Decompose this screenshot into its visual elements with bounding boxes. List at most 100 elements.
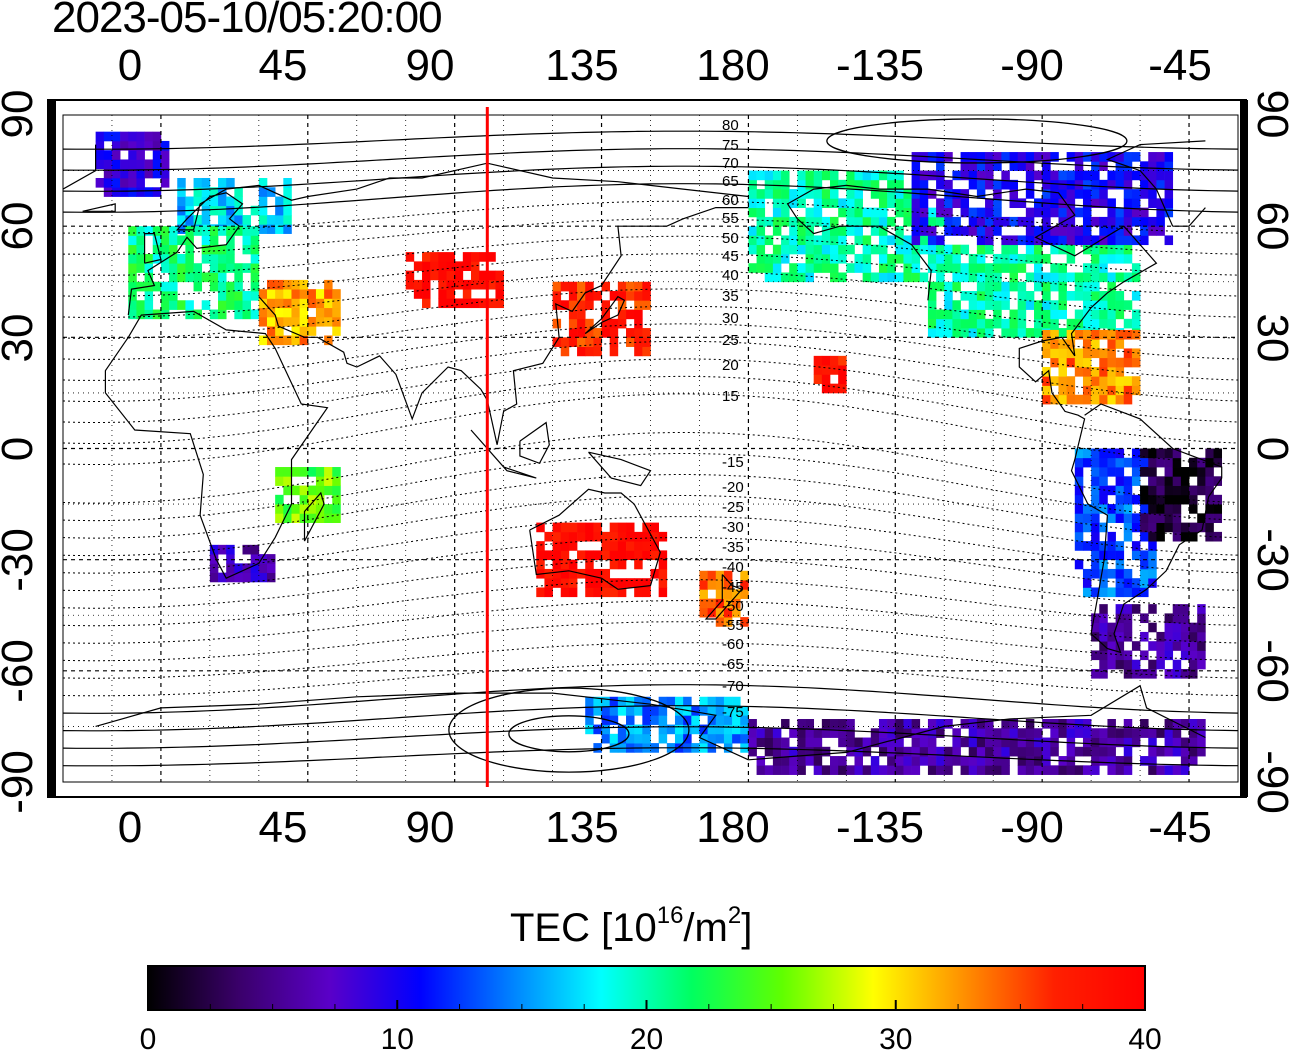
tec-cell [1172, 631, 1182, 642]
tec-cell [1123, 329, 1133, 340]
tec-cell [821, 216, 831, 227]
tec-cell [1009, 161, 1019, 171]
tec-cell [870, 728, 880, 738]
tec-cell [1091, 467, 1100, 477]
tec-cell [830, 179, 839, 190]
tec-cell [258, 554, 268, 564]
contour-label: -20 [722, 479, 744, 496]
tec-cell [1115, 587, 1125, 598]
tec-cell [152, 235, 162, 246]
tec-cell [242, 300, 251, 310]
tec-cell [1156, 522, 1165, 533]
tec-cell [332, 307, 341, 318]
tec-cell [903, 263, 912, 273]
tec-cell [1107, 385, 1116, 396]
tec-cell [740, 589, 749, 599]
tec-cell [169, 244, 178, 255]
contour-label: -65 [722, 656, 744, 673]
tec-cell [266, 298, 276, 309]
tec-cell [1115, 216, 1125, 227]
tec-cell [209, 309, 219, 320]
tec-cell [960, 170, 970, 181]
axis-tick-label: -135 [835, 803, 925, 852]
tec-cell [136, 140, 145, 151]
tec-cell [707, 598, 717, 609]
tec-cell [1050, 235, 1059, 246]
tec-cell [209, 563, 219, 574]
coastline [584, 295, 626, 335]
tec-cell [976, 756, 986, 766]
tec-cell [626, 522, 635, 533]
contour-label: -50 [722, 598, 744, 615]
tec-cell [601, 281, 611, 292]
tec-cell [160, 253, 170, 264]
tec-cell [927, 291, 937, 301]
tec-cell [642, 346, 651, 357]
tec-cell [805, 737, 815, 748]
tec-cell [1091, 152, 1100, 162]
tec-cell [1099, 746, 1108, 757]
tec-cell [846, 719, 855, 729]
tec-cell [1042, 385, 1051, 396]
contour-labels: 8075706560555045403530252015-15-20-25-30… [722, 117, 744, 721]
tec-cell [952, 216, 961, 227]
tec-cell [903, 756, 912, 766]
tec-cell [1140, 179, 1149, 190]
tec-cell [968, 746, 978, 757]
tec-cell [552, 550, 562, 561]
tec-cell [1009, 728, 1019, 738]
tec-cell [136, 187, 145, 197]
tec-cell [789, 244, 798, 255]
tec-cell [1172, 476, 1182, 486]
tec-cell [813, 355, 823, 366]
tec-cell [1156, 728, 1165, 738]
tec-cell [838, 226, 847, 236]
tec-cell [177, 215, 186, 225]
tec-cell [936, 161, 945, 171]
tec-cell [1025, 728, 1035, 738]
tec-cell [1082, 376, 1092, 386]
tec-cell [1074, 170, 1084, 181]
tec-cell [830, 216, 839, 227]
tec-cell [1082, 235, 1092, 246]
tec-cell [275, 467, 284, 477]
tec-cell [878, 263, 888, 273]
tec-cell [838, 719, 847, 729]
tec-cell [642, 531, 651, 542]
tec-cell [585, 587, 594, 598]
contour-label: -75 [722, 704, 744, 721]
tec-cell [732, 724, 741, 735]
tec-cell [560, 346, 570, 357]
tec-cell [1148, 604, 1157, 614]
tec-cell [1082, 513, 1092, 523]
tec-cell [1115, 366, 1125, 377]
tec-cell [968, 328, 978, 338]
tec-cell [1189, 531, 1198, 542]
tec-cell [201, 215, 211, 225]
tec-cell [544, 587, 553, 598]
tec-cell [1180, 485, 1190, 496]
tec-cell [1017, 253, 1027, 264]
axis-tick-label: 90 [405, 803, 455, 852]
tec-cell [878, 272, 888, 283]
tec-cell [617, 531, 627, 542]
tec-cell [1099, 244, 1108, 255]
tec-cell [1131, 152, 1141, 162]
tec-cell [715, 617, 725, 627]
tec-cell [895, 235, 904, 246]
tec-cell [1042, 376, 1051, 386]
tec-cell [1123, 385, 1133, 396]
tec-cell [715, 607, 725, 618]
tec-cell [1001, 179, 1010, 190]
tec-cell [1066, 357, 1076, 368]
tec-cell [1140, 756, 1149, 766]
tec-cell [193, 226, 203, 236]
tec-cell [1180, 641, 1190, 651]
tec-cell [1009, 253, 1019, 264]
tec-cell [234, 226, 243, 236]
tec-cell [136, 226, 145, 236]
tec-cell [1189, 457, 1198, 468]
tec-cell [495, 270, 504, 281]
tec-cell [169, 300, 178, 310]
tec-cell [185, 253, 194, 264]
